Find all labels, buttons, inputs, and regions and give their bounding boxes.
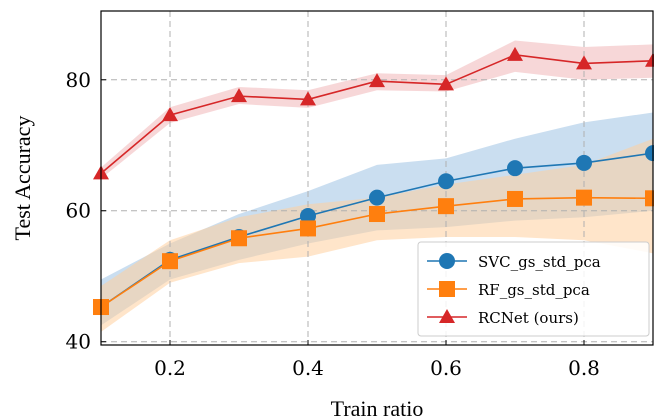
- point-rcnet-ours: [162, 107, 178, 122]
- point-rf-gs-std-pca: [507, 190, 523, 207]
- legend-label-svc-gs-std-pca: SVC_gs_std_pca: [478, 253, 601, 271]
- point-rf-gs-std-pca: [162, 253, 178, 270]
- x-axis-title: Train ratio: [331, 396, 424, 419]
- legend-label-rf-gs-std-pca: RF_gs_std_pca: [478, 281, 590, 299]
- point-svc-gs-std-pca: [645, 145, 654, 162]
- band-rcnet-ours: [101, 40, 653, 179]
- point-svc-gs-std-pca: [438, 173, 454, 190]
- point-rf-gs-std-pca: [369, 206, 385, 223]
- legend-marker-rf-gs-std-pca: [439, 281, 455, 297]
- point-rf-gs-std-pca: [438, 198, 454, 215]
- x-tick-label: 0.2: [154, 356, 186, 380]
- point-rcnet-ours: [576, 55, 592, 70]
- plot-frame: [100, 10, 654, 346]
- x-tick-label: 0.8: [568, 356, 600, 380]
- legend-box: [417, 241, 650, 337]
- point-rf-gs-std-pca: [645, 190, 654, 207]
- point-rcnet-ours: [507, 46, 523, 61]
- point-svc-gs-std-pca: [507, 160, 523, 177]
- y-axis-title: Test Accuracy: [10, 116, 35, 241]
- point-rf-gs-std-pca: [300, 220, 316, 237]
- x-tick-label: 0.4: [292, 356, 324, 380]
- x-tick-label: 0.6: [430, 356, 462, 380]
- legend: SVC_gs_std_pca RF_gs_std_pca RCNet (ours): [417, 241, 650, 337]
- legend-marker-svc-gs-std-pca: [439, 253, 455, 269]
- point-rf-gs-std-pca: [576, 189, 592, 206]
- point-rcnet-ours: [300, 91, 316, 106]
- point-rcnet-ours: [231, 88, 247, 103]
- axis-ticks: 0.2 0.4 0.6 0.8 40 60 80: [66, 68, 600, 380]
- legend-marker-rcnet-ours: [439, 309, 455, 323]
- y-tick-label: 60: [66, 199, 91, 223]
- y-tick-label: 40: [66, 330, 91, 354]
- point-svc-gs-std-pca: [576, 154, 592, 171]
- point-rcnet-ours: [645, 52, 654, 67]
- point-rcnet-ours: [438, 76, 454, 91]
- y-tick-label: 80: [66, 68, 91, 92]
- point-rf-gs-std-pca: [231, 230, 247, 247]
- band-rf-gs-std-pca: [101, 138, 653, 332]
- point-svc-gs-std-pca: [300, 207, 316, 224]
- point-svc-gs-std-pca: [369, 189, 385, 206]
- point-rcnet-ours: [369, 73, 385, 88]
- legend-label-rcnet-ours: RCNet (ours): [478, 309, 579, 327]
